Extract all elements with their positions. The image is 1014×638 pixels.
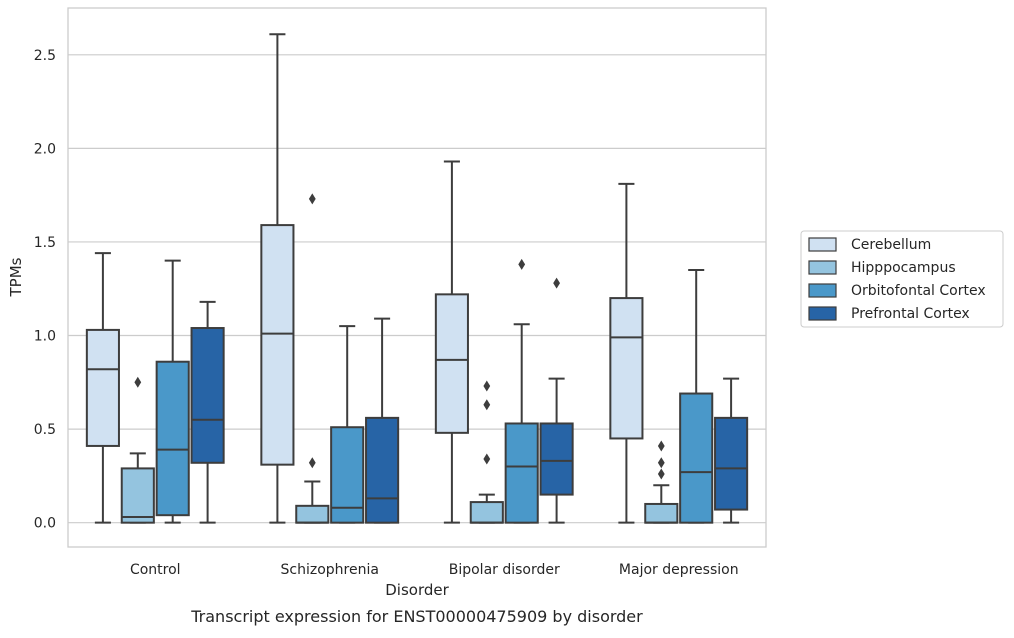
legend-frame <box>800 230 1004 328</box>
box-group <box>504 258 539 524</box>
box-group <box>434 160 469 524</box>
box-group <box>155 259 190 524</box>
x-axis-label: Disorder <box>385 581 449 599</box>
box-iqr <box>644 502 679 524</box>
legend-swatch <box>808 237 837 252</box>
box-group <box>714 377 749 524</box>
outlier-point <box>308 457 316 469</box>
outlier-point <box>483 453 491 465</box>
legend: Cerebellum Hipppocampus Orbitofontal Corte… <box>800 230 1004 328</box>
outlier-point <box>134 376 142 388</box>
outlier-point <box>308 193 316 205</box>
x-tick-labels: Control Schizophrenia Bipolar disorder Majo… <box>130 562 739 578</box>
box-group <box>679 269 714 524</box>
legend-swatch <box>808 260 837 275</box>
x-tick-label: Schizophrenia <box>281 562 379 578</box>
box-iqr <box>295 504 330 524</box>
box-iqr <box>155 360 190 517</box>
box-iqr <box>365 416 400 524</box>
box-iqr <box>609 297 644 440</box>
box-iqr <box>539 422 574 496</box>
box-iqr <box>714 416 749 511</box>
box-iqr <box>504 422 539 524</box>
x-tick-label: Bipolar disorder <box>449 562 560 578</box>
box-marks <box>85 33 749 524</box>
box-iqr <box>469 501 504 524</box>
y-tick-label: 0.0 <box>34 516 56 532</box>
x-tick-label: Major depression <box>619 562 739 578</box>
box-group <box>365 317 400 524</box>
box-iqr <box>190 327 225 464</box>
outlier-point <box>657 457 665 469</box>
outlier-point <box>518 258 526 270</box>
box-iqr <box>85 328 120 447</box>
y-tick-label: 1.5 <box>34 235 56 251</box>
legend-label: Hipppocampus <box>851 260 956 276</box>
box-group <box>609 182 644 524</box>
outlier-point <box>553 277 560 289</box>
box-group <box>469 380 504 524</box>
box-group <box>330 325 365 524</box>
chart-caption: Transcript expression for ENST0000047590… <box>190 607 643 626</box>
outlier-point <box>657 440 665 452</box>
y-axis-label: TPMs <box>7 257 25 297</box>
box-group <box>539 277 574 524</box>
legend-label: Prefrontal Cortex <box>851 306 970 322</box>
legend-swatch <box>808 283 837 298</box>
legend-label: Orbitofontal Cortex <box>851 283 986 299</box>
outlier-point <box>483 380 491 392</box>
outlier-point <box>657 468 665 480</box>
box-iqr <box>679 392 714 524</box>
y-tick-label: 1.0 <box>34 329 56 345</box>
box-group <box>190 300 225 524</box>
legend-label: Cerebellum <box>851 237 931 253</box>
outlier-point <box>483 399 491 411</box>
y-tick-label: 0.5 <box>34 422 56 438</box>
box-group <box>260 33 295 524</box>
legend-swatch <box>808 306 837 321</box>
box-group <box>295 193 330 524</box>
plot-area-frame <box>67 7 767 548</box>
y-tick-labels: 0.0 0.5 1.0 1.5 2.0 2.5 <box>34 48 56 532</box>
x-tick-label: Control <box>130 562 181 578</box>
box-iqr <box>434 293 469 434</box>
y-tick-label: 2.0 <box>34 141 56 157</box>
y-tick-label: 2.5 <box>34 48 56 64</box>
box-group <box>120 376 155 524</box>
box-group <box>85 252 120 524</box>
box-group <box>644 440 679 524</box>
legend-items: Cerebellum Hipppocampus Orbitofontal Corte… <box>808 237 986 322</box>
box-iqr <box>120 467 155 524</box>
box-iqr <box>260 224 295 466</box>
